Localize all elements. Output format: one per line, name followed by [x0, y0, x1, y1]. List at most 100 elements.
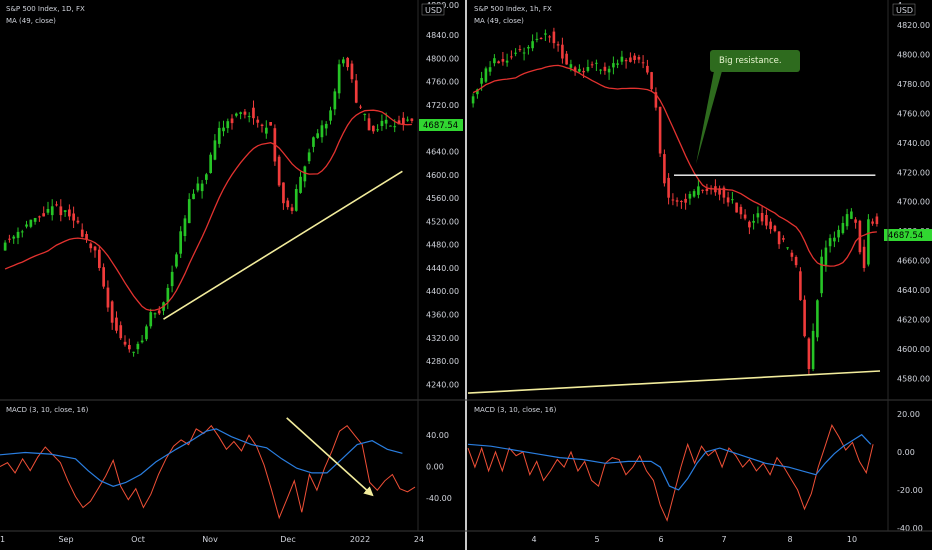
candle-body: [312, 137, 315, 147]
candle-body: [140, 340, 144, 343]
candle-body: [115, 317, 118, 331]
candle-body: [871, 221, 874, 224]
candle-body: [329, 110, 332, 121]
macd-line: [0, 424, 416, 520]
candle-body: [518, 49, 522, 51]
y-tick-label: 4320.00: [426, 334, 459, 343]
candle-body: [354, 80, 358, 103]
moving-average-line: [472, 64, 877, 267]
candle-body: [718, 188, 721, 195]
y-tick-label: 4780.00: [897, 80, 930, 89]
x-tick-label: 6: [658, 535, 663, 544]
candle-body: [641, 62, 645, 64]
candle-body: [803, 299, 806, 337]
y-tick-label: 4440.00: [426, 264, 459, 273]
candle-body: [200, 183, 204, 192]
candle-body: [756, 213, 760, 218]
candle-body: [697, 186, 700, 195]
candle-body: [603, 66, 607, 71]
candle-body: [760, 213, 764, 222]
candle-body: [671, 199, 675, 201]
candle-body: [539, 38, 543, 39]
candle-body: [692, 191, 696, 197]
candle-body: [359, 106, 362, 108]
left-chart-title: S&P 500 Index, 1D, FX: [6, 5, 85, 13]
candle-body: [68, 209, 71, 217]
candle-body: [578, 68, 581, 72]
candle-body: [675, 200, 679, 202]
macd-y-tick-label: 40.00: [426, 431, 449, 440]
candle-body: [265, 127, 268, 134]
candle-body: [72, 213, 75, 221]
candle-body: [213, 140, 217, 160]
candle-body: [337, 64, 341, 94]
candle-body: [531, 41, 534, 49]
y-tick-label: 4800.00: [426, 54, 459, 63]
y-tick-label: 4620.00: [897, 316, 930, 325]
candle-body: [595, 62, 598, 64]
candle-body: [544, 33, 547, 35]
y-tick-label: 4720.00: [897, 168, 930, 177]
candle-body: [471, 96, 475, 104]
candle-body: [342, 59, 345, 64]
currency-box: [892, 3, 916, 16]
candle-body: [658, 106, 662, 154]
candle-body: [705, 188, 709, 191]
candle-body: [556, 44, 560, 46]
candle-body: [527, 47, 530, 49]
y-tick-label: 4660.00: [897, 257, 930, 266]
currency-label: USD: [425, 6, 442, 15]
y-tick-label: 4640.00: [426, 148, 459, 157]
x-tick-label: 10: [847, 535, 857, 544]
candle-body: [299, 176, 302, 193]
candle-body: [807, 338, 811, 369]
candle-body: [179, 231, 182, 254]
left-macd-label: MACD (3, 10, close, 16): [6, 406, 89, 414]
support-trend-line: [163, 170, 403, 320]
candle-body: [620, 56, 624, 62]
candle-body: [773, 225, 777, 232]
candle-body: [505, 60, 509, 63]
candle-body: [548, 36, 551, 38]
candle-body: [46, 209, 50, 213]
y-tick-label: 4820.00: [897, 21, 930, 30]
candle-body: [522, 52, 526, 54]
candle-body: [380, 120, 384, 126]
y-tick-label: 4600.00: [426, 171, 459, 180]
right-chart-title: S&P 500 Index, 1h, FX: [474, 5, 552, 13]
candle-body: [384, 119, 388, 124]
candle-body: [402, 117, 405, 125]
x-tick-label: 2022: [350, 535, 370, 544]
candle-body: [565, 53, 568, 65]
y-tick-label: 4740.00: [897, 139, 930, 148]
price-tag: 4687.54: [423, 121, 458, 131]
candle-body: [25, 224, 28, 227]
candle-body: [862, 246, 866, 268]
candle-body: [663, 154, 666, 184]
candle-body: [816, 300, 819, 338]
candle-body: [837, 229, 840, 238]
candle-body: [333, 91, 337, 110]
candle-body: [590, 64, 594, 66]
candle-body: [501, 59, 505, 62]
candle-body: [667, 177, 670, 198]
macd-signal-line: [467, 433, 872, 491]
candle-body: [535, 38, 539, 40]
candle-body: [303, 166, 307, 182]
callout-pointer: [696, 71, 722, 164]
candle-body: [850, 211, 853, 219]
candle-body: [393, 126, 397, 128]
macd-line: [467, 424, 874, 522]
candle-body: [363, 113, 367, 115]
x-tick-label: Nov: [202, 535, 218, 544]
price-tag-box: [884, 229, 932, 241]
candle-body: [376, 129, 379, 131]
candle-body: [8, 238, 11, 240]
candle-body: [320, 125, 324, 138]
candle-body: [372, 125, 375, 132]
y-tick-label: 4520.00: [426, 217, 459, 226]
y-tick-label: 4700.00: [897, 198, 930, 207]
candle-body: [569, 64, 573, 68]
candle-body: [410, 118, 414, 121]
candle-body: [765, 215, 768, 226]
